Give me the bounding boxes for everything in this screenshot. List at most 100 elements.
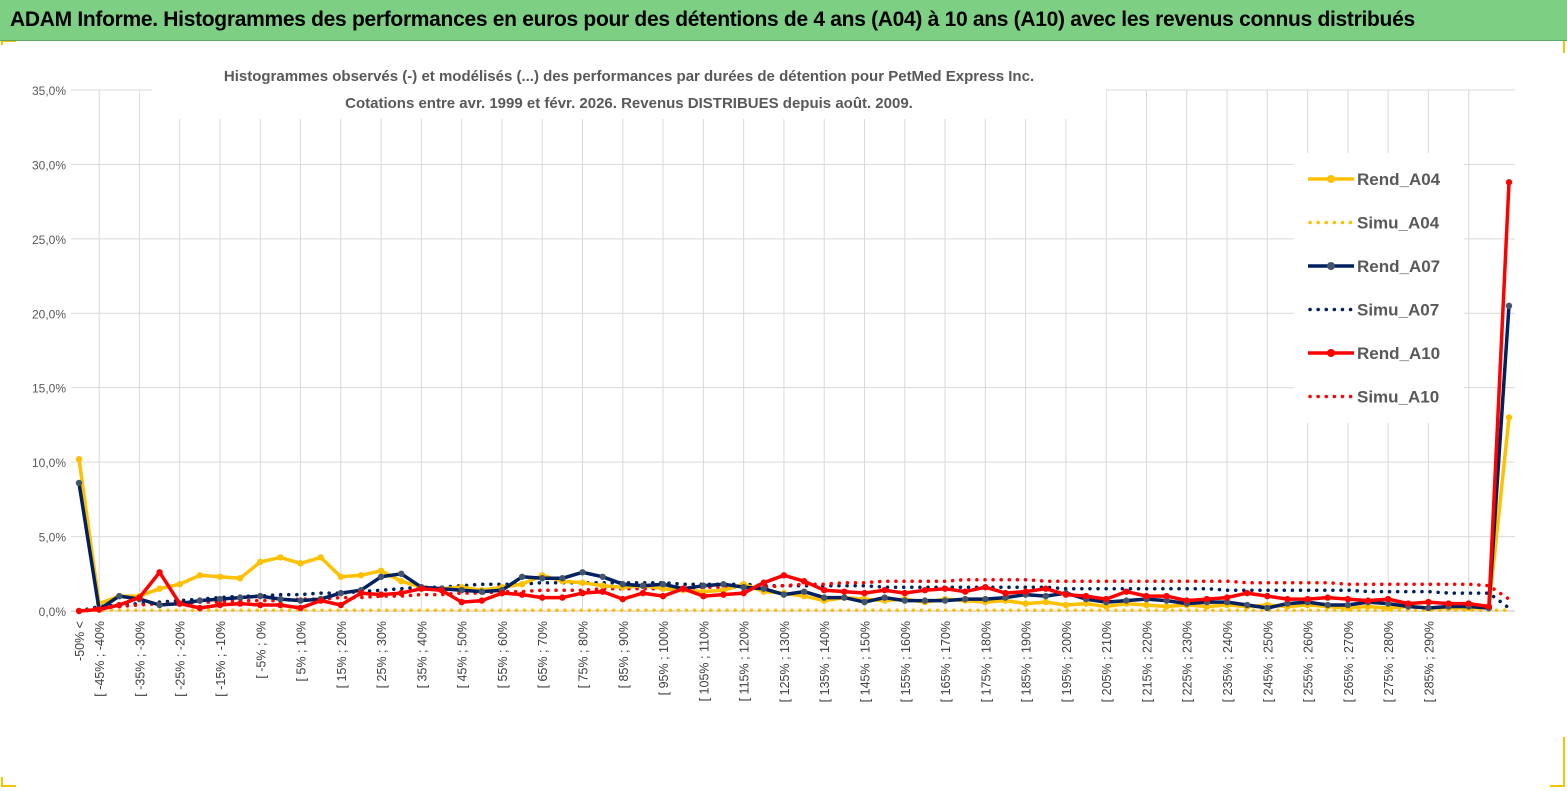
corner-bracket-br xyxy=(1550,737,1565,787)
data-point xyxy=(559,594,566,601)
data-point xyxy=(1243,601,1251,609)
data-point xyxy=(941,585,949,592)
data-point xyxy=(821,586,828,594)
y-tick-label: 30,0% xyxy=(32,158,66,172)
data-point xyxy=(257,558,264,566)
data-point xyxy=(1022,600,1029,607)
data-point xyxy=(1002,594,1009,601)
legend-label: Rend_A10 xyxy=(1357,344,1440,363)
x-tick-label: [ 285% ; 290% xyxy=(1422,621,1436,702)
data-point xyxy=(1425,604,1432,612)
data-point xyxy=(257,592,264,600)
data-point xyxy=(881,586,888,594)
y-tick-label: 35,0% xyxy=(32,84,66,98)
data-point xyxy=(317,597,324,604)
data-point xyxy=(1384,595,1392,603)
data-point xyxy=(518,573,526,580)
data-point xyxy=(1143,601,1150,609)
legend-box xyxy=(1294,153,1464,423)
data-point xyxy=(1344,601,1352,609)
data-point xyxy=(800,578,808,585)
x-tick-label: [ -25% ; -20% xyxy=(174,621,188,697)
x-tick-label: -50% < xyxy=(73,621,87,661)
data-point xyxy=(1042,585,1049,592)
data-point xyxy=(579,569,586,576)
chart-subtitle: Cotations entre avr. 1999 et févr. 2026.… xyxy=(345,95,913,112)
data-point xyxy=(780,591,788,598)
legend: Rend_A04 Simu_A04 Rend_A07 Simu_A07 Rend_A10… xyxy=(1294,153,1464,423)
data-point xyxy=(800,592,808,600)
data-point xyxy=(700,592,707,600)
data-point xyxy=(136,594,143,601)
x-tick-label: [ 185% ; 190% xyxy=(1020,621,1034,702)
data-point xyxy=(1425,598,1432,606)
x-tick-label: [ 265% ; 270% xyxy=(1342,621,1356,702)
data-point xyxy=(478,597,486,604)
x-tick-label: [ 215% ; 220% xyxy=(1140,621,1154,702)
data-point xyxy=(579,589,586,597)
data-point xyxy=(458,586,465,594)
y-tick-label: 25,0% xyxy=(32,233,66,247)
data-point xyxy=(1062,601,1070,609)
x-tick-label: [ 55% ; 60% xyxy=(496,621,510,688)
x-tick-label: [ -5% ; 0% xyxy=(254,621,268,679)
data-point xyxy=(337,589,345,597)
data-point xyxy=(841,594,848,601)
data-point xyxy=(821,594,828,601)
x-tick-label: [ 85% ; 90% xyxy=(617,621,631,688)
data-point xyxy=(720,586,727,594)
data-point xyxy=(377,573,385,580)
data-point xyxy=(1082,592,1090,600)
data-point xyxy=(659,581,667,588)
data-point xyxy=(961,588,969,595)
x-tick-label: [ 45% ; 50% xyxy=(456,621,470,688)
data-point xyxy=(760,585,767,592)
data-point xyxy=(921,597,929,604)
data-point xyxy=(1364,603,1372,610)
x-tick-label: [ 65% ; 70% xyxy=(536,621,550,688)
data-point xyxy=(1082,600,1090,607)
data-point xyxy=(216,573,224,580)
data-point xyxy=(236,600,244,607)
data-point xyxy=(1485,603,1493,610)
data-point xyxy=(680,585,687,592)
data-point xyxy=(357,572,365,579)
data-point xyxy=(377,567,385,575)
data-point xyxy=(1465,600,1472,607)
x-tick-label: [ 175% ; 180% xyxy=(979,621,993,702)
data-point xyxy=(277,595,284,603)
data-point xyxy=(176,581,183,588)
x-tick-label: [ 35% ; 40% xyxy=(415,621,429,688)
data-point xyxy=(760,579,767,586)
data-point xyxy=(297,560,304,567)
x-tick-label: [ 105% ; 110% xyxy=(697,621,711,701)
data-point xyxy=(1203,595,1211,603)
data-point xyxy=(1163,603,1170,610)
data-point xyxy=(740,583,747,591)
x-tick-label: [ 155% ; 160% xyxy=(899,621,913,702)
x-tick-label: [ 25% ; 30% xyxy=(375,621,389,688)
data-point xyxy=(1264,592,1271,600)
data-point xyxy=(901,589,908,597)
data-point xyxy=(1445,600,1452,607)
legend-item-simu-a04: Simu_A04 xyxy=(1308,214,1440,233)
data-point xyxy=(539,575,546,582)
series-line xyxy=(78,182,1511,613)
data-point xyxy=(277,601,284,609)
data-point xyxy=(1384,600,1392,607)
x-tick-label: [ 75% ; 80% xyxy=(577,621,591,688)
x-tick-label: [ -15% ; -10% xyxy=(214,621,228,697)
data-point xyxy=(599,582,606,589)
data-point xyxy=(1505,179,1513,186)
legend-label: Rend_A04 xyxy=(1357,170,1441,189)
data-point xyxy=(921,586,929,594)
x-tick-label: [ 145% ; 150% xyxy=(858,621,872,702)
data-point xyxy=(196,572,204,579)
series-line xyxy=(77,608,1511,613)
data-point xyxy=(1364,597,1372,604)
data-point xyxy=(1123,588,1130,595)
data-point xyxy=(599,573,606,580)
data-point xyxy=(659,592,667,600)
data-point xyxy=(579,579,586,586)
data-point xyxy=(1344,595,1352,603)
